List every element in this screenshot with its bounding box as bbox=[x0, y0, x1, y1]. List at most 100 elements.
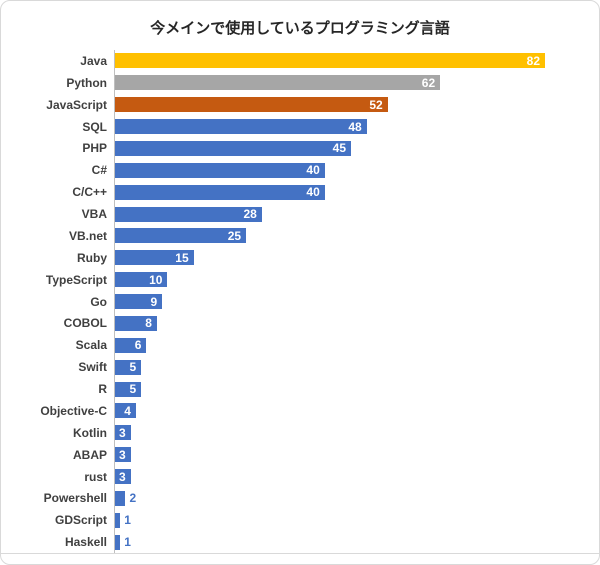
plot-cell: 3 bbox=[114, 465, 587, 488]
bar-row: VBA 28 bbox=[11, 203, 587, 225]
value-label: 5 bbox=[129, 382, 137, 397]
bar-row: Swift 5 bbox=[11, 356, 587, 379]
bar: 3 bbox=[115, 425, 131, 441]
bar-row: SQL 48 bbox=[11, 115, 587, 138]
value-label: 3 bbox=[119, 447, 126, 462]
category-label: Kotlin bbox=[73, 425, 107, 440]
bar bbox=[115, 490, 126, 506]
value-label: 40 bbox=[306, 185, 320, 200]
bar: 40 bbox=[115, 184, 325, 200]
bar: 52 bbox=[115, 97, 388, 113]
bar: 62 bbox=[115, 75, 441, 91]
category-label: ABAP bbox=[72, 447, 107, 462]
plot-cell: 1 bbox=[114, 531, 587, 554]
value-label: 62 bbox=[421, 75, 436, 90]
plot-cell: 45 bbox=[114, 137, 587, 160]
value-label: 3 bbox=[119, 425, 126, 440]
plot-cell: 48 bbox=[114, 115, 587, 138]
plot-cell: 3 bbox=[114, 443, 587, 466]
bar-row: Kotlin 3 bbox=[11, 421, 587, 444]
bar-row: Powershell 2 bbox=[11, 487, 587, 510]
bar: 5 bbox=[115, 359, 142, 375]
plot-cell: 40 bbox=[114, 181, 587, 204]
value-label: 4 bbox=[124, 403, 131, 418]
plot-cell: 2 bbox=[114, 487, 587, 510]
bar: 9 bbox=[115, 294, 163, 310]
category-label: rust bbox=[84, 469, 107, 484]
bar: 40 bbox=[115, 162, 325, 178]
value-label: 28 bbox=[243, 207, 257, 222]
bar-row: COBOL 8 bbox=[11, 312, 587, 335]
bar: 10 bbox=[115, 272, 168, 288]
category-label: PHP bbox=[82, 141, 107, 156]
bar: 4 bbox=[115, 403, 136, 419]
value-label: 45 bbox=[332, 141, 346, 156]
value-label: 48 bbox=[348, 119, 362, 134]
category-label: Python bbox=[66, 75, 107, 90]
bar-row: Go 9 bbox=[11, 290, 587, 313]
bar: 25 bbox=[115, 228, 247, 244]
bar: 15 bbox=[115, 250, 194, 266]
bar: 8 bbox=[115, 315, 157, 331]
bar-row: Python 62 bbox=[11, 71, 587, 94]
plot-cell: 15 bbox=[114, 246, 587, 269]
bar: 45 bbox=[115, 140, 351, 156]
category-label: C# bbox=[91, 163, 107, 178]
bar-row: C# 40 bbox=[11, 159, 587, 182]
bar: 82 bbox=[115, 53, 546, 69]
category-label: TypeScript bbox=[45, 272, 107, 287]
category-label: C/C++ bbox=[72, 185, 107, 200]
category-label: Haskell bbox=[64, 535, 107, 550]
value-label: 8 bbox=[145, 316, 152, 331]
plot-cell: 25 bbox=[114, 225, 587, 247]
value-label: 3 bbox=[119, 469, 126, 484]
bar-row: PHP 45 bbox=[11, 137, 587, 160]
plot-cell: 8 bbox=[114, 312, 587, 335]
bar-row: Objective-C 4 bbox=[11, 400, 587, 422]
value-label: 10 bbox=[149, 272, 163, 287]
bar-row: ABAP 3 bbox=[11, 443, 587, 466]
plot-cell: 62 bbox=[114, 71, 587, 94]
plot-cell: 10 bbox=[114, 268, 587, 291]
bar-row: Java 82 bbox=[11, 50, 587, 72]
category-label: Java bbox=[80, 53, 107, 68]
bar-row: GDScript 1 bbox=[11, 509, 587, 532]
plot-cell: 82 bbox=[114, 50, 587, 72]
bar bbox=[115, 534, 121, 550]
plot-cell: 28 bbox=[114, 203, 587, 225]
bar: 5 bbox=[115, 381, 142, 397]
bar-row: JavaScript 52 bbox=[11, 93, 587, 116]
value-label: 82 bbox=[526, 53, 541, 68]
bar-row: C/C++ 40 bbox=[11, 181, 587, 204]
plot-cell: 6 bbox=[114, 334, 587, 357]
plot-cell: 9 bbox=[114, 290, 587, 313]
bar-row: VB.net 25 bbox=[11, 225, 587, 247]
value-label: 15 bbox=[175, 250, 189, 265]
value-label: 9 bbox=[150, 294, 158, 309]
category-label: JavaScript bbox=[46, 97, 107, 112]
plot-cell: 1 bbox=[114, 509, 587, 532]
bar-row: TypeScript 10 bbox=[11, 268, 587, 291]
bar bbox=[115, 512, 121, 528]
value-label: 1 bbox=[124, 535, 131, 550]
plot-cell: 3 bbox=[114, 421, 587, 444]
value-label: 52 bbox=[369, 97, 383, 112]
bar-rows: Java 82 Python 62 JavaScript 52 SQL 48 P… bbox=[1, 50, 599, 554]
bar: 3 bbox=[115, 469, 131, 485]
category-label: Powershell bbox=[43, 491, 107, 506]
value-label: 5 bbox=[129, 360, 137, 375]
plot-cell: 5 bbox=[114, 356, 587, 379]
plot-cell: 52 bbox=[114, 93, 587, 116]
category-label: Go bbox=[90, 294, 107, 309]
bar-row: Scala 6 bbox=[11, 334, 587, 357]
category-label: Ruby bbox=[77, 250, 107, 265]
category-label: COBOL bbox=[63, 316, 107, 331]
bar-row: Haskell 1 bbox=[11, 531, 587, 554]
value-label: 40 bbox=[306, 163, 320, 178]
plot-cell: 4 bbox=[114, 400, 587, 422]
plot-cell: 5 bbox=[114, 378, 587, 400]
category-label: GDScript bbox=[54, 513, 107, 528]
value-label: 25 bbox=[227, 228, 242, 243]
category-label: Swift bbox=[78, 360, 107, 375]
